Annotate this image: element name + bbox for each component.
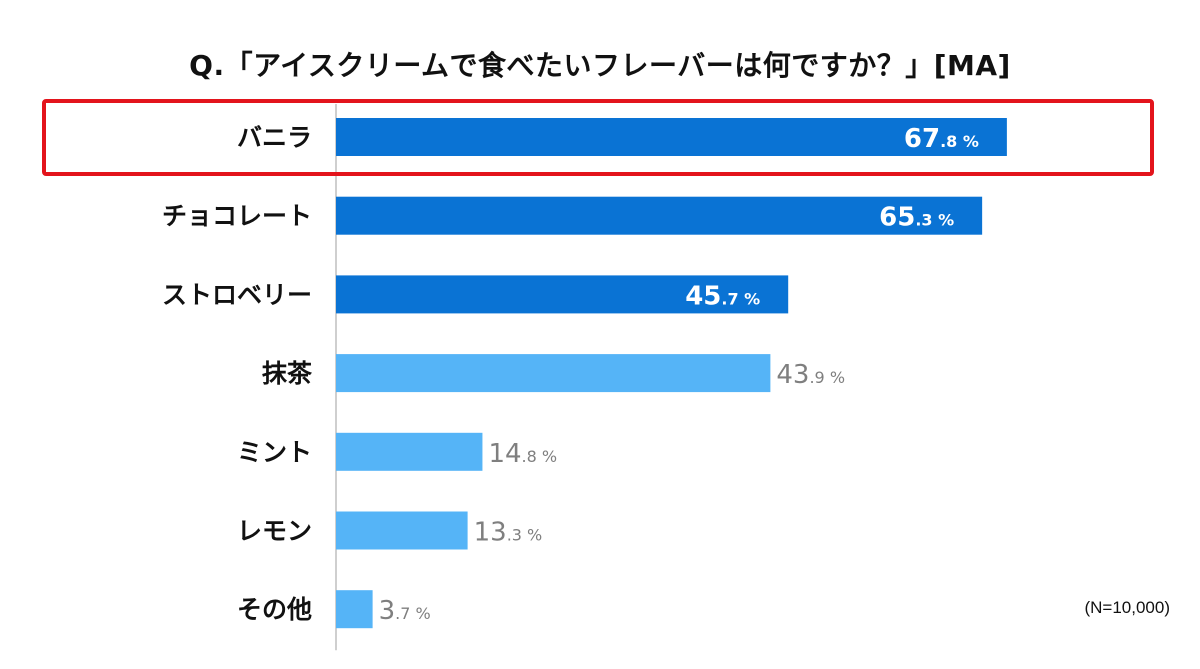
- data-label: 43.9 %: [776, 360, 845, 390]
- data-label: 65.3 %: [879, 203, 954, 233]
- data-label: 45.7 %: [685, 281, 760, 311]
- bar: [336, 275, 789, 314]
- category-label: ミント: [237, 438, 312, 467]
- bar: [336, 196, 983, 235]
- sample-size-note: (N=10,000): [1084, 598, 1170, 617]
- category-label: チョコレート: [162, 202, 312, 231]
- highlight-frame: [42, 99, 1154, 176]
- chart-title: Q.「アイスクリームで食べたいフレーバーは何ですか？」[MA]: [189, 49, 1011, 82]
- bar: [336, 432, 483, 471]
- bar: [336, 118, 1007, 156]
- bar: [336, 354, 771, 393]
- data-label: 67.8 %: [904, 124, 979, 154]
- category-label: 抹茶: [262, 359, 313, 388]
- bar: [336, 511, 468, 550]
- category-label: レモン: [237, 517, 312, 546]
- category-label: ストロベリー: [162, 280, 312, 309]
- category-label: その他: [237, 595, 312, 624]
- data-label: 13.3 %: [474, 518, 543, 548]
- data-label: 3.7 %: [379, 596, 431, 626]
- bar: [336, 590, 373, 629]
- category-label: バニラ: [237, 123, 312, 152]
- data-label: 14.8 %: [488, 439, 557, 469]
